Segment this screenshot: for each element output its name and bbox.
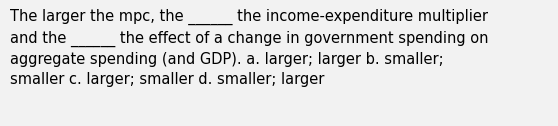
- Text: The larger the mpc, the ______ the income-expenditure multiplier
and the ______ : The larger the mpc, the ______ the incom…: [10, 9, 489, 87]
